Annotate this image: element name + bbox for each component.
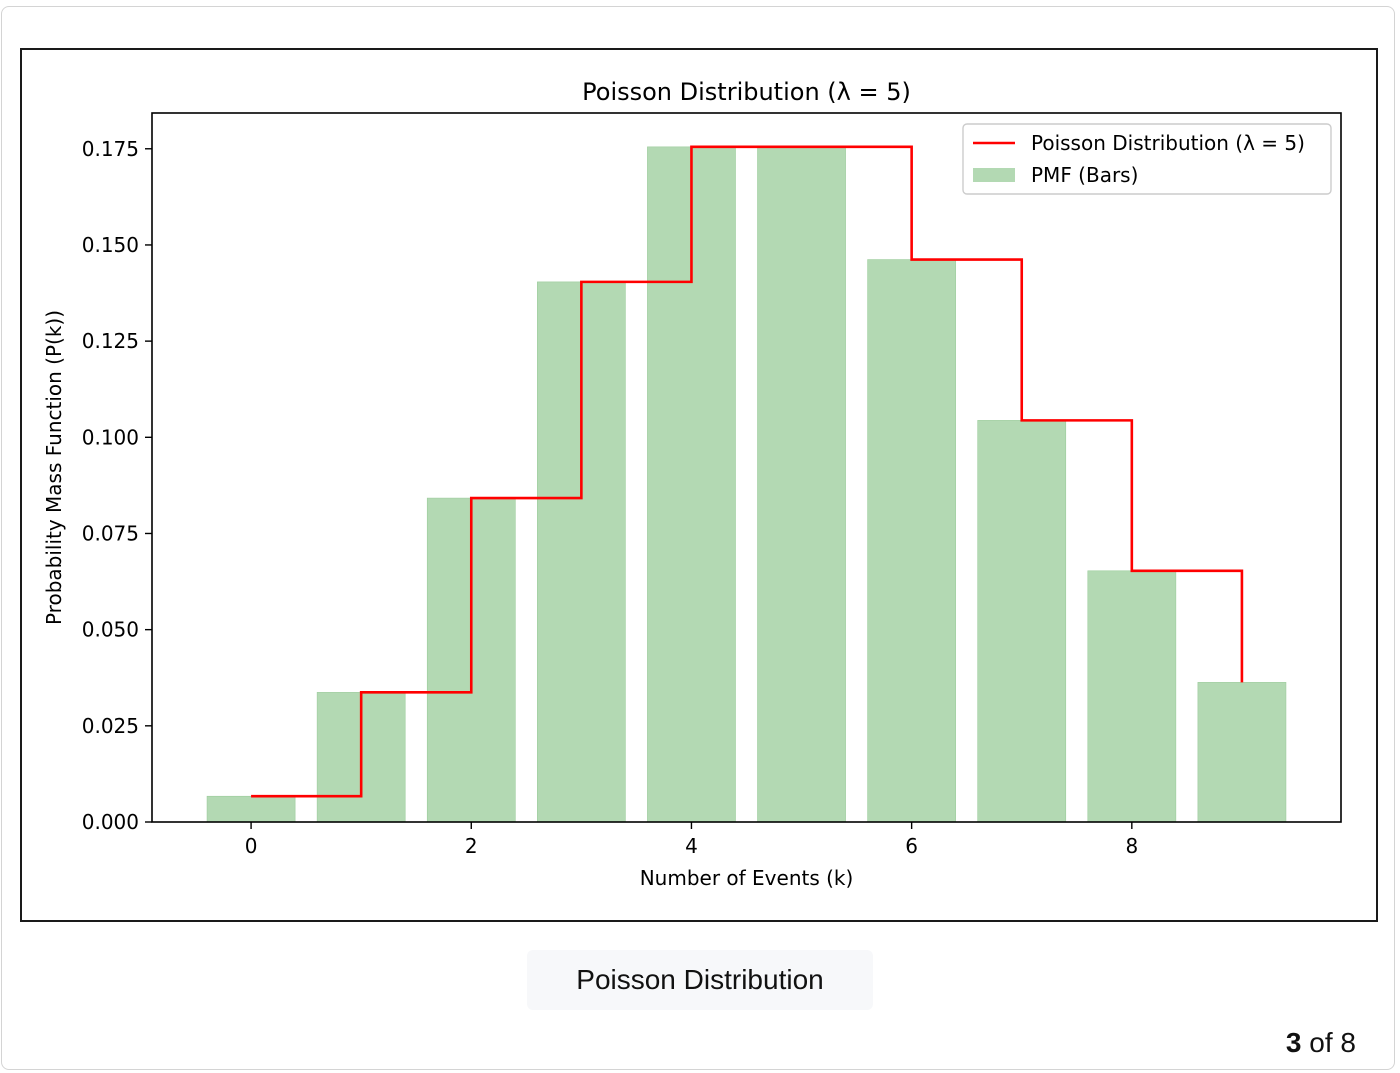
plot-frame xyxy=(151,112,1342,823)
y-tick-label-0.050: 0.050 xyxy=(82,618,139,642)
x-tick-label-6: 6 xyxy=(905,834,918,858)
bar-k0 xyxy=(206,795,296,823)
y-axis-label: Probability Mass Function (P(k)) xyxy=(42,310,66,625)
y-tick-label-0.175: 0.175 xyxy=(82,137,139,161)
pager-separator: of xyxy=(1301,1027,1341,1058)
legend-label-bars: PMF (Bars) xyxy=(1031,163,1138,187)
slide-pager: 3 of 8 xyxy=(1286,1027,1356,1059)
x-axis-label: Number of Events (k) xyxy=(640,866,854,890)
x-tick-label-0: 0 xyxy=(245,834,258,858)
y-tick-label-0.000: 0.000 xyxy=(82,810,139,834)
x-tick-label-2: 2 xyxy=(465,834,478,858)
pager-total: 8 xyxy=(1340,1027,1356,1058)
y-tick-label-0.100: 0.100 xyxy=(82,425,139,449)
chart-svg: 0 2 4 6 8 0.000 0.025 0.050 0.075 0.100 0.125 0.150… xyxy=(42,78,1342,890)
bar-k8 xyxy=(1087,570,1177,823)
bar-k5 xyxy=(757,146,846,823)
pager-current: 3 xyxy=(1285,1027,1302,1058)
y-tick-label-0.125: 0.125 xyxy=(82,329,139,353)
chart-figure: 0 2 4 6 8 0.000 0.025 0.050 0.075 0.100 0.125 0.150… xyxy=(20,48,1378,922)
slide-caption: Poisson Distribution xyxy=(527,950,873,1010)
y-tick-label-0.150: 0.150 xyxy=(82,233,139,257)
bar-k7 xyxy=(977,420,1067,823)
legend-label-line: Poisson Distribution (λ = 5) xyxy=(1031,131,1305,155)
legend-bar-swatch xyxy=(973,168,1015,182)
y-tick-label-0.075: 0.075 xyxy=(82,521,139,545)
poisson-step-line xyxy=(251,145,1244,798)
slide-frame: 0 2 4 6 8 0.000 0.025 0.050 0.075 0.100 0.125 0.150… xyxy=(1,6,1395,1070)
legend-box xyxy=(962,123,1332,195)
x-tick-label-4: 4 xyxy=(685,834,698,858)
bar-k9 xyxy=(1197,682,1287,823)
y-tick-label-0.025: 0.025 xyxy=(82,714,139,738)
bar-k6 xyxy=(867,259,956,823)
chart-title: Poisson Distribution (λ = 5) xyxy=(582,78,911,106)
x-tick-label-8: 8 xyxy=(1125,834,1138,858)
